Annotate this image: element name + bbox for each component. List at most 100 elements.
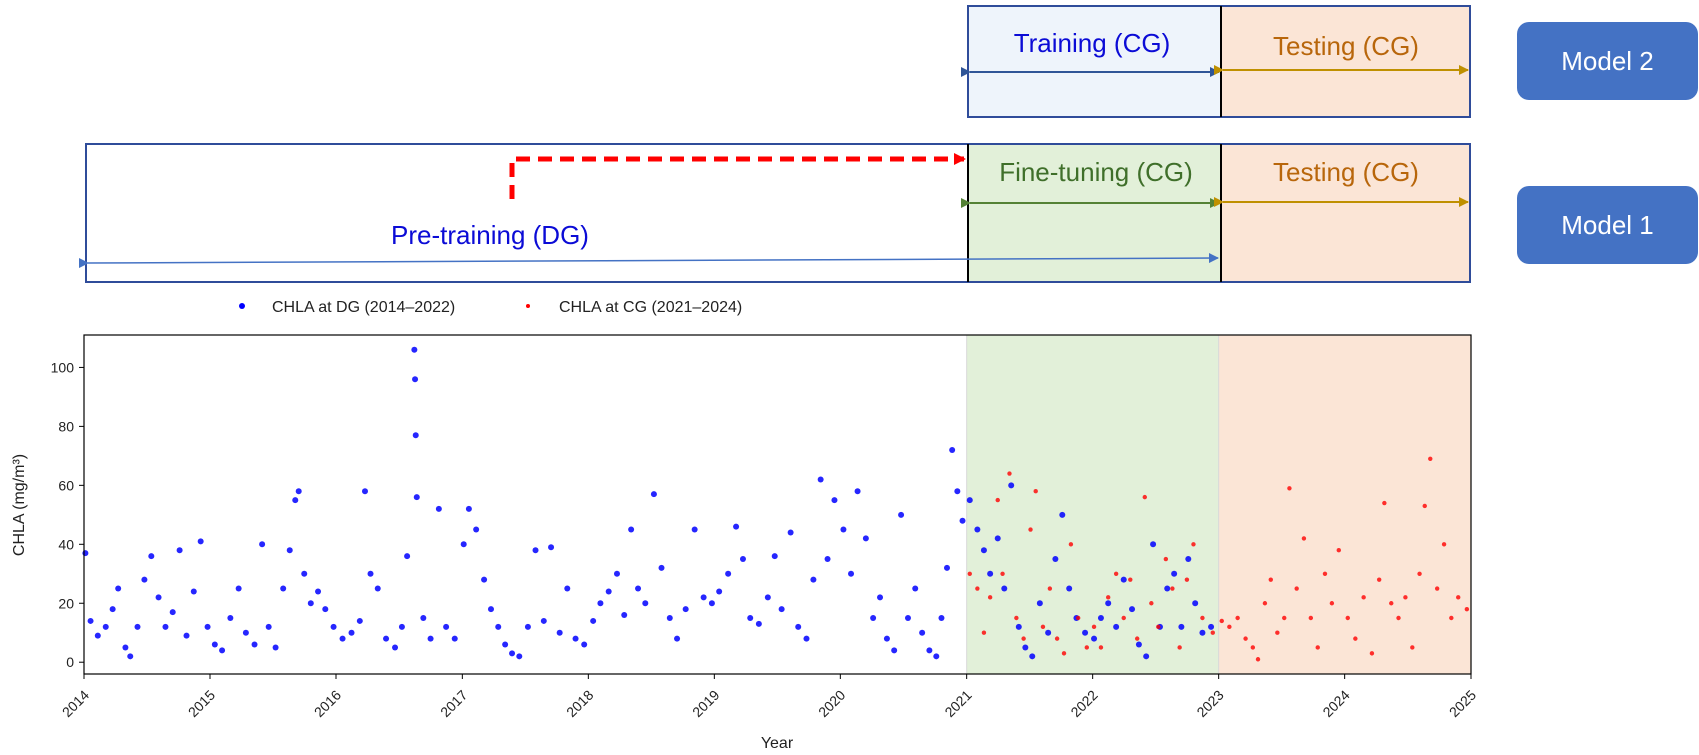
- model1-timeline: Fine-tuning (CG) Testing (CG) Pre-traini…: [78, 143, 1471, 283]
- data-point: [995, 497, 1000, 503]
- x-tick-label: 2021: [941, 687, 974, 720]
- data-point: [1301, 536, 1307, 541]
- data-point: [1091, 624, 1097, 630]
- data-point: [980, 547, 987, 554]
- data-point: [427, 635, 434, 642]
- data-point: [460, 541, 467, 548]
- data-point: [1075, 615, 1081, 621]
- data-point: [392, 644, 399, 651]
- data-point: [1422, 503, 1427, 509]
- legend-marker-cg: [526, 304, 530, 308]
- data-point: [1210, 630, 1215, 635]
- data-point: [1199, 629, 1206, 636]
- x-tick-label: 2024: [1319, 687, 1352, 720]
- data-point: [628, 526, 635, 533]
- data-point: [190, 588, 197, 595]
- data-point: [967, 571, 972, 576]
- data-point: [1113, 623, 1120, 630]
- data-point: [621, 612, 628, 619]
- data-point: [1036, 600, 1043, 607]
- data-point: [966, 497, 973, 504]
- data-point: [524, 623, 531, 630]
- data-point: [1120, 576, 1127, 583]
- data-point: [959, 517, 966, 524]
- data-point: [1156, 624, 1161, 630]
- data-point: [1177, 645, 1182, 650]
- model1-button-label: Model 1: [1561, 209, 1654, 240]
- data-point: [642, 600, 649, 607]
- data-point: [1033, 489, 1038, 494]
- data-point: [658, 564, 665, 571]
- data-point: [682, 606, 689, 613]
- data-point: [1441, 542, 1447, 547]
- y-tick-label: 0: [66, 654, 74, 670]
- model1-finetune-label: Fine-tuning (CG): [999, 157, 1193, 187]
- shaded-region-1: [1218, 335, 1471, 674]
- data-point: [691, 526, 698, 533]
- x-axis-label: Year: [761, 735, 794, 752]
- y-tick-label: 40: [58, 536, 74, 552]
- data-point: [1149, 601, 1154, 606]
- data-point: [411, 346, 418, 353]
- data-point: [1097, 614, 1104, 621]
- model1-button[interactable]: Model 1: [1517, 186, 1698, 264]
- x-tick-label: 2014: [59, 687, 92, 720]
- data-point: [1282, 615, 1287, 621]
- data-point: [795, 623, 802, 630]
- data-point: [1345, 615, 1350, 621]
- data-point: [1219, 618, 1224, 624]
- data-point: [1061, 651, 1067, 656]
- data-point: [755, 620, 762, 627]
- data-point: [1135, 641, 1142, 648]
- data-point: [938, 614, 945, 621]
- x-tick-label: 2016: [311, 687, 344, 720]
- data-point: [301, 570, 308, 577]
- data-point: [716, 588, 723, 595]
- data-point: [613, 570, 620, 577]
- data-point: [1250, 645, 1256, 650]
- data-point: [162, 623, 169, 630]
- data-point: [1082, 629, 1089, 636]
- data-point: [435, 505, 442, 512]
- series-0: [82, 346, 1215, 660]
- data-point: [259, 541, 266, 548]
- data-point: [1361, 595, 1366, 600]
- data-point: [315, 588, 322, 595]
- data-point: [443, 623, 450, 630]
- data-point: [635, 585, 642, 592]
- model1-testing-label: Testing (CG): [1273, 157, 1419, 187]
- data-point: [532, 547, 539, 554]
- data-point: [1396, 615, 1401, 621]
- data-point: [1449, 615, 1454, 621]
- data-point: [148, 553, 155, 560]
- legend-marker-dg: [239, 303, 245, 309]
- data-point: [564, 585, 571, 592]
- model2-box: [967, 5, 1471, 118]
- data-point: [412, 432, 419, 439]
- data-point: [94, 632, 101, 639]
- data-point: [420, 614, 427, 621]
- data-point: [1052, 556, 1059, 563]
- data-point: [495, 623, 502, 630]
- data-point: [1410, 645, 1415, 650]
- data-point: [1142, 494, 1147, 500]
- data-point: [787, 529, 794, 536]
- data-point: [1308, 615, 1314, 621]
- data-point: [933, 653, 940, 660]
- data-point: [197, 538, 204, 545]
- data-point: [708, 600, 715, 607]
- data-point: [840, 526, 847, 533]
- data-point: [975, 586, 980, 591]
- data-point: [1235, 615, 1240, 621]
- data-point: [1128, 577, 1133, 582]
- data-point: [891, 647, 898, 654]
- data-point: [1268, 577, 1273, 582]
- data-point: [904, 614, 911, 621]
- data-point: [1068, 542, 1074, 547]
- model2-button[interactable]: Model 2: [1517, 22, 1698, 100]
- data-point: [295, 488, 302, 495]
- data-point: [1091, 635, 1098, 642]
- data-point: [383, 635, 390, 642]
- data-point: [898, 511, 905, 518]
- model2-timeline: Training (CG) Testing (CG): [961, 5, 1471, 118]
